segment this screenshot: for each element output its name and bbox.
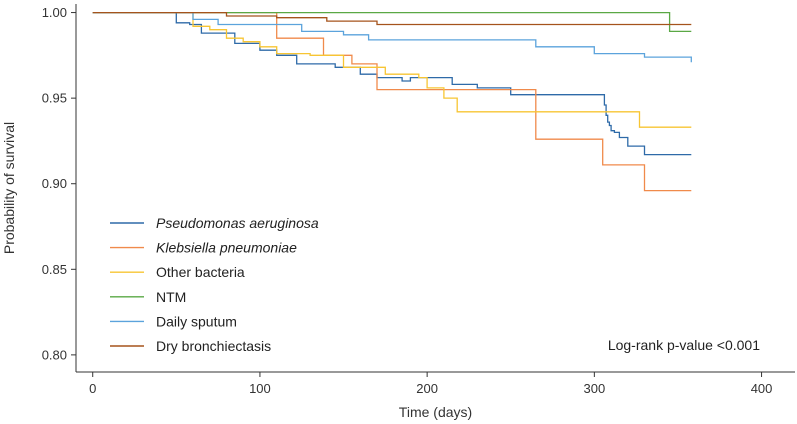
y-tick-label: 0.80 [42, 347, 67, 362]
y-tick-label: 1.00 [42, 5, 67, 20]
legend-label: Daily sputum [156, 313, 237, 329]
legend-label: Pseudomonas aeruginosa [156, 215, 319, 231]
series-line-5 [92, 11, 692, 26]
series-line-4 [92, 11, 692, 63]
x-tick-label: 200 [416, 381, 438, 396]
y-axis-title: Probability of survival [1, 122, 17, 254]
y-tick-label: 0.85 [42, 262, 67, 277]
legend-label: NTM [156, 289, 186, 305]
y-ticks: 0.80 0.85 0.90 0.95 1.00 [42, 5, 76, 362]
series-line-3 [92, 11, 692, 33]
x-tick-label: 100 [249, 381, 271, 396]
x-ticks: 0 100 200 300 400 [89, 372, 772, 396]
x-tick-label: 400 [751, 381, 773, 396]
y-tick-label: 0.95 [42, 91, 67, 106]
x-axis-title: Time (days) [399, 404, 472, 420]
legend-label: Other bacteria [156, 264, 245, 280]
series-line-0 [92, 11, 692, 156]
log-rank-annotation: Log-rank p-value <0.001 [608, 337, 760, 353]
series-lines [92, 11, 692, 192]
legend-label: Klebsiella pneumoniae [156, 240, 297, 256]
y-tick-label: 0.90 [42, 176, 67, 191]
x-tick-label: 300 [583, 381, 605, 396]
legend-label: Dry bronchiectasis [156, 338, 271, 354]
x-tick-label: 0 [89, 381, 96, 396]
legend: Pseudomonas aeruginosa Klebsiella pneumon… [110, 215, 319, 354]
series-line-1 [92, 11, 692, 192]
series-line-2 [92, 11, 692, 128]
axes: 0.80 0.85 0.90 0.95 1.00 0 100 200 300 400 [42, 4, 795, 396]
